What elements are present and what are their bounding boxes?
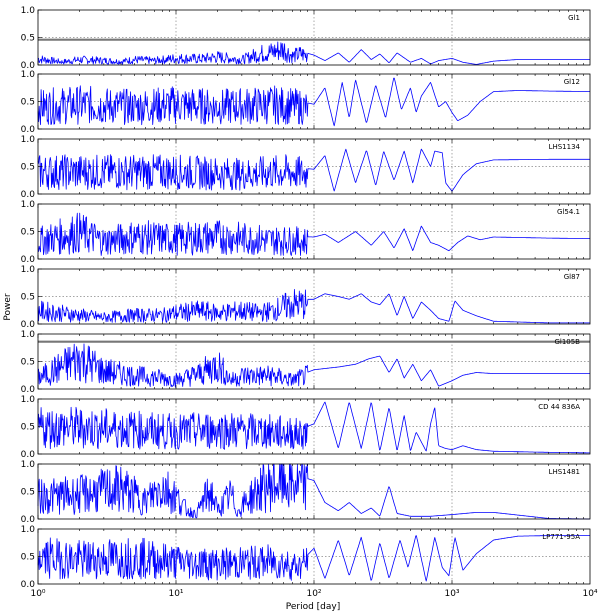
y-axis-label: Power [3, 293, 13, 321]
y-tick-label: 1.0 [21, 265, 36, 275]
panels-group: 0.0 0.5 1.0 Gl1 0.0 0.5 1.0 Gl12 0.0 0.5 1.0 LHS113… [21, 6, 598, 599]
series-line [37, 148, 590, 192]
y-tick-label: 1.0 [21, 200, 36, 210]
y-tick-label: 0.5 [21, 423, 35, 433]
series-line [37, 535, 590, 582]
y-tick-label: 0.5 [21, 553, 35, 563]
panel-name-label: Gl87 [564, 273, 580, 281]
y-tick-label: 0.5 [21, 163, 35, 173]
series-line [37, 463, 590, 520]
y-tick-label: 0.5 [21, 228, 35, 238]
y-tick-label: 0.0 [21, 61, 36, 71]
y-tick-label: 0.0 [21, 255, 36, 265]
y-tick-label: 0.0 [21, 580, 36, 590]
y-tick-label: 0.0 [21, 125, 36, 135]
series-line [37, 401, 590, 454]
panel-8: 0.0 0.5 1.0 LHS1481 [21, 460, 591, 525]
y-tick-label: 1.0 [21, 70, 36, 80]
x-tick-label: 10⁴ [582, 589, 597, 599]
panel-2: 0.0 0.5 1.0 Gl12 [21, 70, 591, 135]
panel-name-label: CD 44 836A [538, 403, 580, 411]
panel-name-label: Gl12 [564, 78, 580, 86]
panel-5: 0.0 0.5 1.0 Gl87 [21, 265, 591, 330]
series-line [37, 343, 590, 388]
x-tick-label: 10² [306, 589, 321, 599]
series-line [37, 77, 590, 127]
panel-name-label: Gl105B [554, 338, 580, 346]
panel-4: 0.0 0.5 1.0 Gl54.1 [21, 200, 591, 265]
series-line [37, 212, 591, 256]
panel-6: 0.0 0.5 1.0 Gl105B [21, 330, 591, 395]
y-tick-label: 0.5 [21, 34, 35, 44]
x-tick-label: 10¹ [168, 589, 183, 599]
y-tick-label: 0.0 [21, 385, 36, 395]
y-tick-label: 0.0 [21, 320, 36, 330]
y-tick-label: 1.0 [21, 6, 36, 16]
y-tick-label: 1.0 [21, 330, 36, 340]
y-tick-label: 0.5 [21, 358, 35, 368]
y-tick-label: 0.5 [21, 98, 35, 108]
x-axis-label: Period [day] [286, 602, 341, 612]
panel-name-label: Gl1 [568, 14, 580, 22]
x-tick-label: 10⁰ [30, 589, 45, 599]
y-tick-label: 0.5 [21, 293, 35, 303]
y-tick-label: 0.0 [21, 450, 36, 460]
panel-name-label: LHS1134 [549, 143, 581, 151]
panel-3: 0.0 0.5 1.0 LHS1134 [21, 135, 591, 200]
y-tick-label: 0.0 [21, 190, 36, 200]
x-tick-label: 10³ [444, 589, 459, 599]
panel-7: 0.0 0.5 1.0 CD 44 836A [21, 395, 591, 460]
series-line [37, 41, 590, 65]
series-line [37, 288, 590, 324]
panel-name-label: Gl54.1 [557, 208, 580, 216]
panel-1: 0.0 0.5 1.0 Gl1 [21, 6, 591, 71]
y-tick-label: 1.0 [21, 460, 36, 470]
panel-9: 0.0 0.5 1.0 LP771-95A [21, 525, 591, 590]
y-tick-label: 1.0 [21, 135, 36, 145]
y-tick-label: 1.0 [21, 525, 36, 535]
y-tick-label: 0.5 [21, 488, 35, 498]
panel-name-label: LHS1481 [549, 468, 580, 476]
y-tick-label: 1.0 [21, 395, 36, 405]
panel-name-label: LP771-95A [542, 533, 580, 541]
y-tick-label: 0.0 [21, 515, 36, 525]
